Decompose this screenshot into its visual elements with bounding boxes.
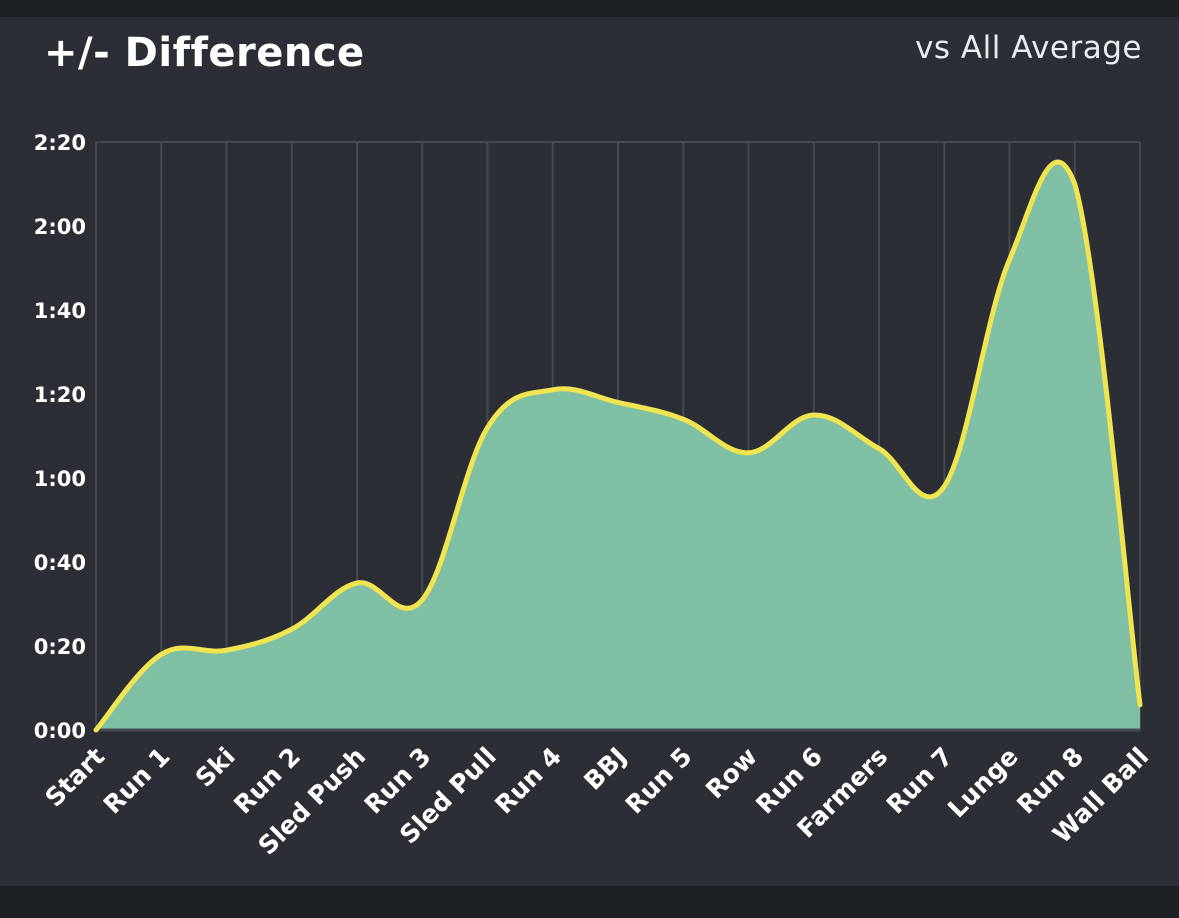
y-tick-label: 2:20 [34, 131, 86, 155]
y-tick-label: 1:40 [34, 299, 86, 323]
chart-title: +/- Difference [44, 30, 365, 76]
x-tick-label: Run 1 [98, 742, 176, 820]
y-tick-label: 0:20 [34, 635, 86, 659]
bottom-band [0, 886, 1179, 918]
y-tick-label: 1:20 [34, 383, 86, 407]
x-tick-label: Ski [190, 742, 241, 793]
top-band [0, 0, 1179, 17]
series-line [93, 159, 1143, 733]
x-tick-label: Run 5 [620, 742, 698, 820]
x-tick-label: Run 4 [489, 742, 567, 820]
y-tick-label: 1:00 [34, 467, 86, 491]
y-tick-label: 2:00 [34, 215, 86, 239]
area-fill [96, 162, 1140, 730]
y-tick-label: 0:00 [34, 719, 86, 743]
y-tick-label: 0:40 [34, 551, 86, 575]
x-tick-label: BBJ [578, 742, 632, 796]
chart-subtitle: vs All Average [915, 30, 1142, 66]
x-tick-label: Lunge [942, 742, 1024, 824]
